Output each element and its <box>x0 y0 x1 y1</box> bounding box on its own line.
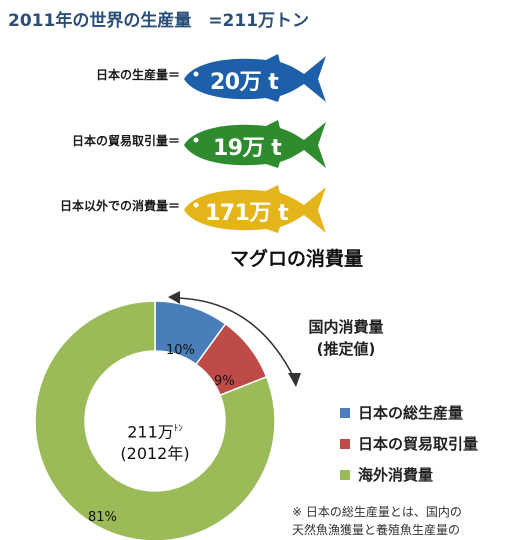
tuna-eye <box>193 137 199 143</box>
footnote-line2: 天然魚漁獲量と養殖魚生産量の <box>292 523 461 537</box>
fish-value-overseas: 171万 t <box>205 201 289 226</box>
domestic-consumption-label: 国内消費量 (推定値) <box>286 316 406 360</box>
slice-label-trade: 9% <box>214 374 235 389</box>
legend-swatch-green <box>340 469 350 480</box>
tuna-overseas-icon <box>184 185 326 233</box>
footnote: ※ 日本の総生産量とは、国内の 天然魚漁獲量と養殖魚生産量の <box>292 503 462 539</box>
arrow-head-bottom <box>288 373 301 387</box>
domestic-line2: (推定値) <box>316 340 376 358</box>
donut-center-unit: ﾄﾝ <box>173 424 183 434</box>
donut-center-year: (2012年) <box>120 444 190 464</box>
tuna-eye <box>193 71 199 77</box>
tuna-body <box>184 54 326 102</box>
legend-swatch-blue <box>340 407 350 418</box>
tuna-body <box>184 120 326 168</box>
fish-label-trade: 日本の貿易取引量＝ <box>71 134 180 148</box>
tuna-trade-icon <box>184 120 326 168</box>
legend-label-production: 日本の総生産量 <box>358 404 464 422</box>
tuna-eye <box>193 202 199 208</box>
page-heading: 2011年の世界の生産量 =211万トン <box>8 11 310 31</box>
fish-label-overseas: 日本以外での消費量＝ <box>59 199 180 213</box>
legend-swatch-red <box>340 438 350 449</box>
donut-slice-2 <box>34 300 276 540</box>
domestic-line1: 国内消費量 <box>308 318 384 336</box>
legend-label-overseas: 海外消費量 <box>358 466 434 484</box>
donut-chart <box>34 291 301 540</box>
footnote-line1: ※ 日本の総生産量とは、国内の <box>292 505 462 519</box>
donut-center-total: 211万 <box>127 422 174 442</box>
consumption-title: マグロの消費量 <box>230 248 364 270</box>
arrow-head-left <box>168 291 180 304</box>
domestic-arrow <box>175 297 295 379</box>
slice-label-production: 10% <box>166 343 195 358</box>
donut-center-label: 211万ﾄﾝ (2012年) <box>98 418 212 465</box>
fish-value-trade: 19万 t <box>213 136 282 161</box>
slice-label-overseas: 81% <box>88 510 117 525</box>
legend-item-overseas: 海外消費量 <box>340 459 478 490</box>
fish-label-production: 日本の生産量＝ <box>95 68 180 82</box>
fish-value-production: 20万 t <box>210 70 279 95</box>
legend: 日本の総生産量 日本の貿易取引量 海外消費量 <box>340 397 478 490</box>
legend-label-trade: 日本の貿易取引量 <box>358 435 479 453</box>
tuna-body <box>184 185 326 233</box>
legend-item-trade: 日本の貿易取引量 <box>340 428 478 459</box>
tuna-production-icon <box>184 54 326 102</box>
legend-item-production: 日本の総生産量 <box>340 397 478 428</box>
